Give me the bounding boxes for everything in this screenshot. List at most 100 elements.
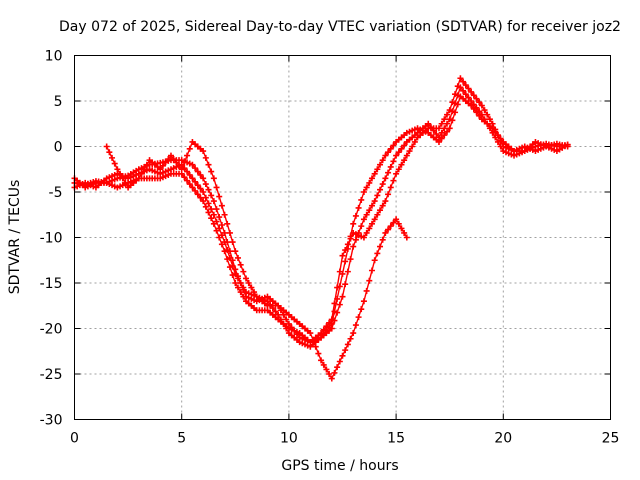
data-point bbox=[368, 267, 375, 274]
data-point bbox=[409, 143, 416, 150]
data-point bbox=[371, 198, 378, 205]
data-point bbox=[205, 200, 212, 207]
data-point bbox=[390, 219, 397, 226]
data-point bbox=[382, 198, 389, 205]
data-point bbox=[106, 149, 113, 156]
data-point bbox=[138, 170, 145, 177]
data-point bbox=[224, 220, 231, 227]
data-point bbox=[489, 120, 496, 127]
series-track-3 bbox=[71, 75, 571, 346]
data-point bbox=[481, 116, 488, 123]
data-point bbox=[205, 209, 212, 216]
data-point bbox=[438, 129, 445, 136]
data-point bbox=[210, 220, 217, 227]
data-point bbox=[363, 229, 370, 236]
data-point bbox=[444, 120, 451, 127]
y-tick-label: 5 bbox=[54, 94, 63, 110]
data-point bbox=[216, 214, 223, 221]
data-point bbox=[173, 159, 180, 166]
data-point bbox=[229, 272, 236, 279]
data-point bbox=[339, 352, 346, 359]
y-tick-label: -30 bbox=[40, 413, 63, 429]
data-point bbox=[377, 186, 384, 193]
data-point bbox=[457, 75, 464, 82]
data-point bbox=[398, 145, 405, 152]
x-tick-label: 15 bbox=[387, 431, 405, 447]
data-point bbox=[170, 156, 177, 163]
data-point bbox=[192, 178, 199, 185]
data-point bbox=[355, 204, 362, 211]
data-point bbox=[213, 184, 220, 191]
data-point bbox=[360, 234, 367, 241]
data-point bbox=[326, 371, 333, 377]
data-point bbox=[184, 168, 191, 175]
data-point bbox=[385, 169, 392, 176]
data-point bbox=[347, 256, 354, 263]
data-point bbox=[272, 308, 279, 315]
data-point bbox=[444, 111, 451, 118]
data-point bbox=[111, 160, 118, 167]
data-point bbox=[237, 280, 244, 286]
data-point bbox=[435, 134, 442, 141]
data-point bbox=[245, 280, 252, 286]
data-point bbox=[393, 216, 400, 223]
data-point bbox=[344, 241, 351, 248]
data-point bbox=[210, 211, 217, 218]
data-point bbox=[342, 258, 349, 265]
data-point bbox=[181, 159, 188, 166]
data-point bbox=[200, 175, 207, 182]
data-point bbox=[382, 152, 389, 159]
data-point bbox=[159, 162, 166, 169]
axis-ticks bbox=[74, 55, 611, 420]
data-point bbox=[162, 159, 169, 166]
data-point bbox=[411, 138, 418, 145]
data-point bbox=[395, 220, 402, 227]
data-point bbox=[310, 336, 317, 343]
data-point bbox=[449, 99, 456, 106]
data-point bbox=[460, 78, 467, 85]
data-point bbox=[352, 212, 359, 219]
data-point bbox=[403, 152, 410, 159]
data-point bbox=[194, 191, 201, 198]
data-point bbox=[336, 358, 343, 365]
data-point bbox=[374, 250, 381, 257]
y-tick-label: -25 bbox=[40, 367, 63, 383]
data-point bbox=[433, 130, 440, 137]
data-point bbox=[452, 91, 459, 98]
data-point bbox=[232, 248, 239, 255]
data-point bbox=[460, 87, 467, 94]
data-point bbox=[385, 226, 392, 233]
data-point bbox=[312, 343, 319, 350]
data-point bbox=[468, 98, 475, 104]
series-layer bbox=[71, 75, 571, 382]
data-point bbox=[344, 341, 351, 348]
data-point bbox=[484, 120, 491, 127]
y-tick-label: 10 bbox=[45, 49, 63, 65]
data-point bbox=[186, 171, 193, 178]
data-point bbox=[387, 145, 394, 152]
data-point bbox=[197, 171, 204, 178]
data-point bbox=[117, 170, 124, 177]
data-point bbox=[347, 235, 354, 242]
data-point bbox=[213, 227, 220, 234]
data-point bbox=[240, 284, 247, 291]
data-point bbox=[352, 322, 359, 329]
y-tick-labels: -30 -25 -20 -15 -10 -5 0 5 10 bbox=[40, 49, 63, 429]
data-point bbox=[350, 330, 357, 337]
data-point bbox=[374, 211, 381, 218]
data-point bbox=[366, 179, 373, 186]
data-point bbox=[379, 202, 386, 209]
data-point bbox=[385, 149, 392, 156]
data-point bbox=[395, 149, 402, 156]
data-point bbox=[470, 92, 477, 99]
data-point bbox=[358, 223, 365, 230]
data-point bbox=[497, 137, 504, 144]
y-tick-label: -20 bbox=[40, 322, 63, 338]
data-point bbox=[484, 111, 491, 118]
data-point bbox=[202, 181, 209, 188]
y-tick-label: -10 bbox=[40, 231, 63, 247]
data-point bbox=[344, 268, 351, 275]
data-point bbox=[184, 152, 191, 159]
data-point bbox=[403, 234, 410, 241]
data-point bbox=[157, 166, 164, 173]
